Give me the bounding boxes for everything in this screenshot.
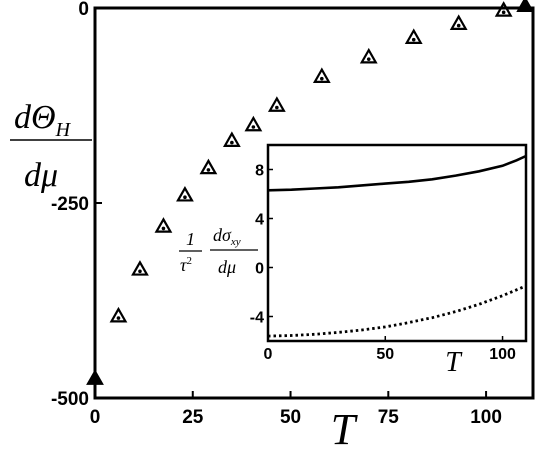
inset-y-axis-label: 1 τ2 dσxy dμ — [179, 225, 258, 277]
data-point-triangle — [359, 47, 378, 64]
x-tick-label: 0 — [90, 407, 101, 428]
data-point-center-dot — [411, 37, 416, 42]
inset-y-label-prefix-denominator: τ2 — [180, 255, 192, 275]
inset-y-label-denominator: dμ — [218, 257, 236, 277]
inset-series-solid-line — [267, 154, 527, 192]
y-tick-label: -500 — [51, 389, 89, 410]
x-tick-label: 25 — [182, 407, 204, 428]
data-point-center-dot — [251, 125, 256, 129]
data-point-center-dot — [138, 269, 142, 274]
data-point-triangle — [267, 96, 286, 112]
inset-y-tick-label: 4 — [255, 212, 264, 229]
data-point-center-dot — [183, 195, 187, 199]
y-axis-label-denominator: dμ — [24, 157, 58, 194]
x-axis-label: T — [331, 405, 359, 454]
data-point-center-dot — [456, 23, 461, 28]
inset-y-tick-label: 0 — [255, 261, 264, 278]
data-point-triangle — [199, 158, 218, 175]
data-point-triangle — [222, 131, 241, 147]
data-point-triangle — [86, 369, 104, 385]
inset-y-label-prefix-numerator: 1 — [186, 229, 195, 249]
data-point-center-dot — [161, 226, 166, 231]
data-point-triangle — [494, 1, 513, 17]
data-point-triangle — [244, 115, 263, 132]
data-point-triangle — [109, 306, 128, 323]
data-point-center-dot — [206, 168, 211, 172]
y-tick-label: 0 — [78, 0, 89, 20]
inset-x-tick-label: 0 — [264, 346, 273, 363]
data-point-triangle — [449, 14, 468, 30]
data-point-center-dot — [230, 140, 234, 145]
data-point-center-dot — [501, 10, 506, 15]
y-axis-label-numerator: dΘH — [14, 99, 72, 141]
inset-x-axis-label: T — [445, 347, 463, 378]
data-point-triangle — [154, 217, 173, 233]
data-point-center-dot — [320, 76, 324, 81]
x-tick-label: 75 — [378, 407, 400, 428]
data-point-triangle — [176, 185, 194, 202]
data-point-triangle — [404, 28, 423, 44]
inset-chart: 0 50 100 8 4 0 -4 T 1 τ2 dσxy dμ — [179, 143, 528, 378]
data-point-triangle — [516, 0, 535, 13]
y-axis-label: dΘH dμ — [10, 99, 92, 194]
y-tick-label: -250 — [51, 194, 89, 215]
data-point-center-dot — [275, 105, 279, 110]
inset-x-tick-label: 100 — [489, 346, 516, 363]
x-tick-label: 50 — [280, 407, 301, 428]
inset-x-tick-label: 50 — [376, 346, 394, 363]
data-point-center-dot — [116, 316, 121, 320]
inset-y-label-numerator: dσxy — [213, 225, 241, 248]
data-point-triangle — [131, 260, 149, 276]
x-tick-label: 100 — [470, 407, 502, 428]
inset-y-tick-label: -4 — [250, 310, 264, 327]
data-point-center-dot — [366, 57, 371, 61]
inset-plot-frame — [266, 143, 528, 343]
data-point-triangle — [312, 67, 331, 83]
inset-y-tick-label: 8 — [255, 163, 264, 180]
